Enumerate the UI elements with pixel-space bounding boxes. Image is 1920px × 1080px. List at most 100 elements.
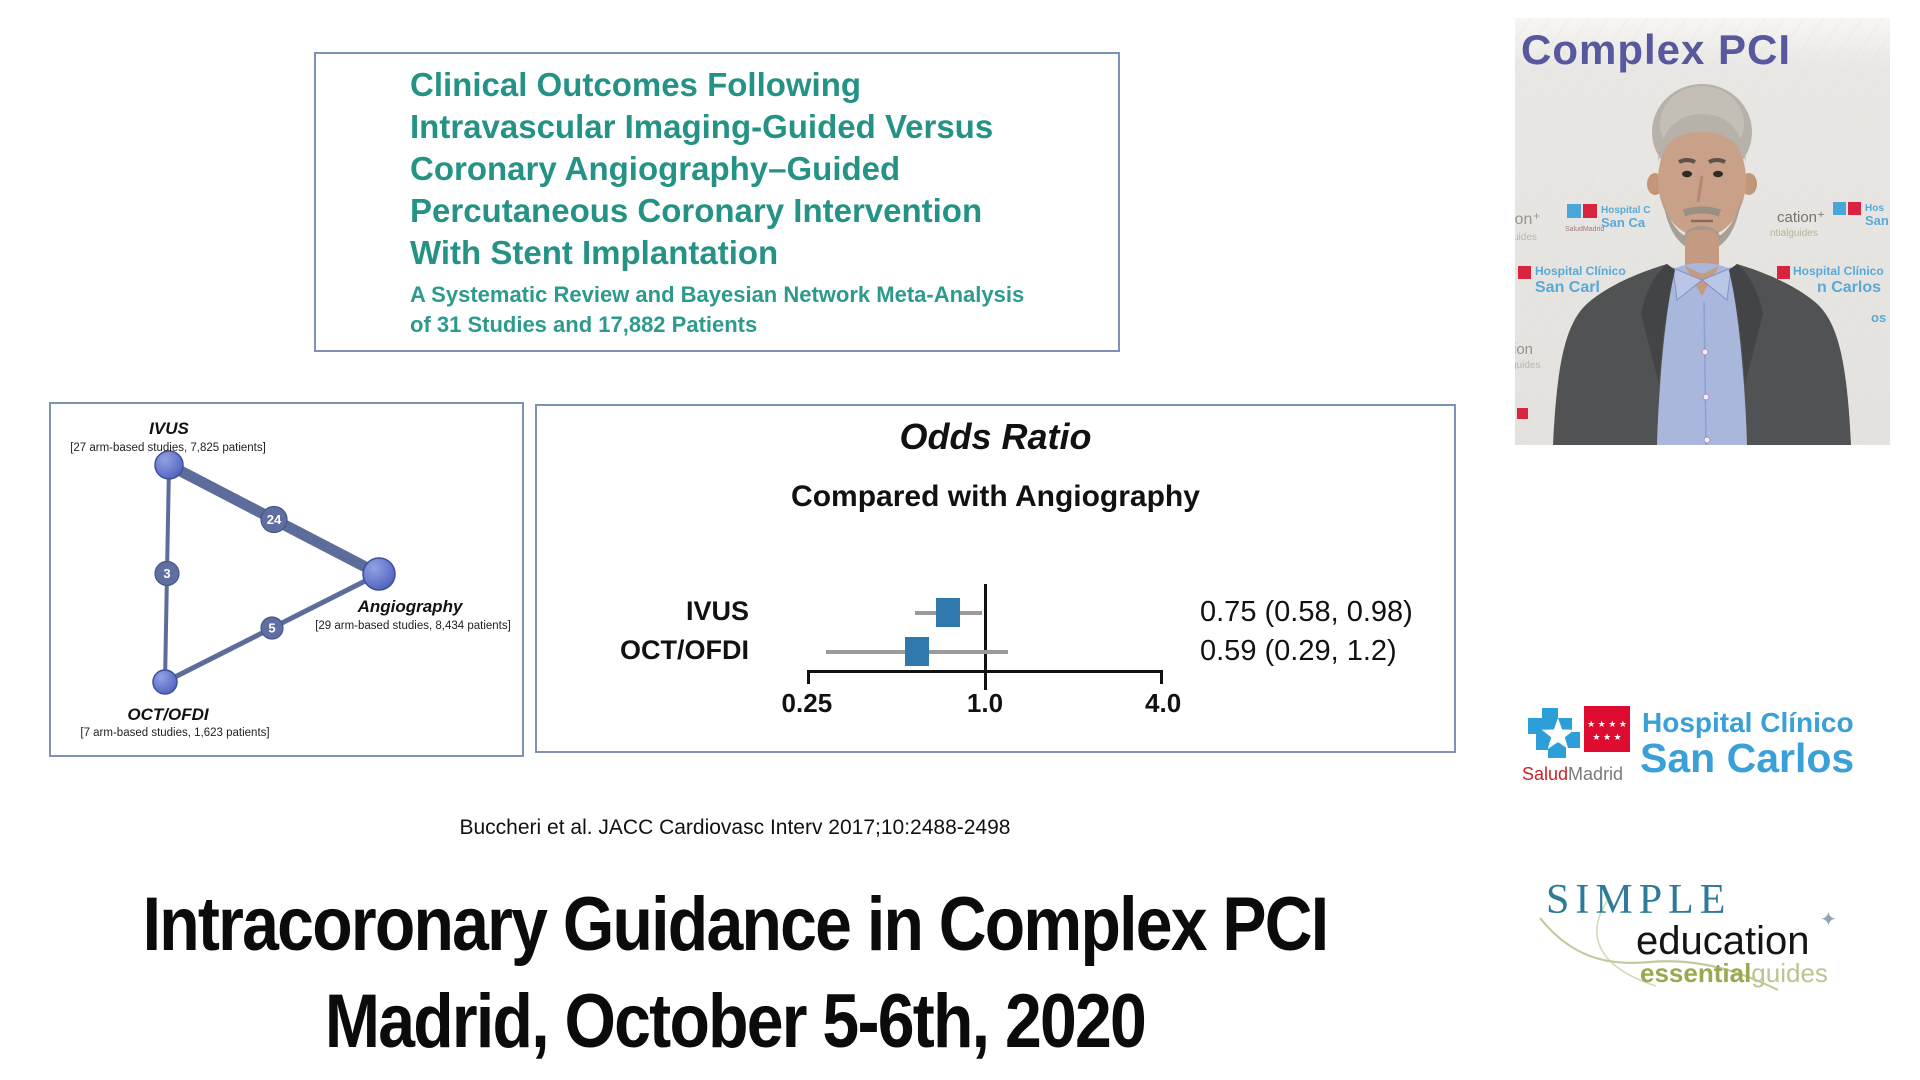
- speaker-brow-right: [1708, 158, 1726, 164]
- article-subtitle-line: A Systematic Review and Bayesian Network…: [410, 282, 1025, 307]
- backdrop-text-fragment: guides: [1515, 360, 1540, 371]
- backdrop-text-fragment: SaludMadrid: [1565, 226, 1604, 233]
- network-node: [152, 669, 178, 695]
- backdrop-logo-mark: [1567, 204, 1581, 218]
- backdrop-text-fragment: ion: [1515, 341, 1533, 358]
- forest-axis-tick-label: 0.25: [781, 688, 833, 718]
- salud-madrid-wordmark: SaludMadrid: [1522, 764, 1623, 784]
- forest-reference-line: [983, 584, 987, 690]
- speaker-beard: [1662, 194, 1742, 253]
- network-edge-count: 24: [267, 512, 282, 527]
- article-title-line: Clinical Outcomes Following: [410, 66, 862, 103]
- speaker-lapel-left: [1641, 264, 1675, 384]
- madrid-flag-stars-row1: ★ ★ ★ ★: [1587, 719, 1627, 729]
- backdrop-logo-mark: [1583, 204, 1597, 218]
- sparkle-icon: ✦: [1820, 909, 1837, 931]
- simple-education-logo: SIMPLE education ✦ essentialguides: [1538, 866, 1858, 1011]
- speaker-shirt-button2: [1702, 393, 1710, 401]
- backdrop-text-fragment: San: [1865, 213, 1889, 228]
- backdrop-logo-mark: [1777, 266, 1790, 279]
- backdrop-text-fragment: Hospital Clínico: [1793, 264, 1884, 278]
- forest-row-value: 0.59 (0.29, 1.2): [1200, 635, 1397, 667]
- speaker-shirt: [1657, 263, 1747, 445]
- speaker-eye-left: [1682, 170, 1692, 178]
- salud-word: Salud: [1522, 764, 1568, 784]
- speaker-shirt-button1: [1701, 348, 1709, 356]
- forest-axis-tick-label: 4.0: [1145, 688, 1182, 718]
- hospital-name-line1: Hospital Clínico: [1642, 707, 1854, 738]
- madrid-word: Madrid: [1568, 764, 1623, 784]
- backdrop-logo-mark: [1518, 266, 1531, 279]
- article-title-line: Intravascular Imaging-Guided Versus: [410, 108, 994, 145]
- logo-swoosh: [1539, 917, 1779, 991]
- event-title: Intracoronary Guidance in Complex PCI Ma…: [0, 876, 1470, 1070]
- speaker-eye-right: [1713, 170, 1723, 178]
- event-title-line2: Madrid, October 5-6th, 2020: [324, 979, 1147, 1064]
- hospital-name-line2: San Carlos: [1640, 735, 1854, 781]
- forest-plot-subtitle: Compared with Angiography: [791, 480, 1200, 513]
- network-svg: 24 3 5 IVUS [27 arm-based studies, 7,825 pat…: [70, 419, 511, 739]
- forest-axis-tick-label: 1.0: [966, 688, 1004, 718]
- network-node-caption: [29 arm-based studies, 8,434 patients]: [315, 620, 511, 632]
- backdrop-text-fragment: uides: [1515, 232, 1537, 243]
- salud-madrid-icon: [1528, 708, 1580, 758]
- speaker-neck: [1685, 230, 1719, 274]
- article-title: Clinical Outcomes Following Intravascular…: [410, 64, 993, 274]
- speaker-lapel-right: [1729, 264, 1763, 384]
- speaker-mustache: [1682, 206, 1722, 217]
- backdrop-title: Complex PCI: [1521, 26, 1791, 73]
- forest-axis-line: [806, 670, 1164, 673]
- backdrop-text-fragment: Hos: [1865, 203, 1884, 214]
- madrid-flag: ★ ★ ★ ★ ★ ★ ★: [1584, 706, 1630, 752]
- network-edge-count: 3: [163, 566, 170, 581]
- article-subtitle-line: of 31 Studies and 17,882 Patients: [410, 312, 758, 337]
- article-title-line: Coronary Angiography–Guided: [410, 150, 901, 187]
- forest-axis-end-tick: [1160, 670, 1164, 684]
- backdrop-logo-mark: [1517, 408, 1528, 419]
- forest-plot-area: 0.25 1.0 4.0 IVUS 0.75 (0.58, 0.98) OCT/OFDI 0…: [537, 406, 1454, 751]
- speaker-fringe: [1658, 114, 1746, 162]
- speaker-shirt-placket: [1703, 301, 1707, 446]
- speaker-portrait: [1553, 84, 1851, 446]
- salud-star: [1541, 718, 1575, 749]
- backdrop-logo-mark: [1848, 202, 1861, 215]
- network-diagram-panel: 24 3 5 IVUS [27 arm-based studies, 7,825 pat…: [49, 402, 524, 757]
- network-edge-count-badge: [260, 616, 284, 640]
- backdrop-text-fragment: Hospital Clínico: [1535, 264, 1626, 278]
- speaker-open-collar: [1685, 266, 1719, 296]
- forest-point-estimate: [905, 637, 930, 666]
- network-node-caption: [7 arm-based studies, 1,623 patients]: [80, 727, 269, 739]
- speaker-collar-right: [1701, 267, 1732, 301]
- network-node-label: OCT/OFDI: [127, 705, 209, 724]
- forest-row-label: OCT/OFDI: [620, 635, 749, 665]
- backdrop-logo-mark: [1833, 202, 1846, 215]
- forest-row-value: 0.75 (0.58, 0.98): [1200, 596, 1413, 628]
- backdrop-text-fragment: cation⁺: [1777, 209, 1825, 226]
- event-title-line1: Intracoronary Guidance in Complex PCI: [142, 882, 1330, 967]
- network-node-label: IVUS: [149, 419, 189, 438]
- network-edge-count-badge: [154, 560, 180, 587]
- forest-plot-title: Odds Ratio: [899, 416, 1092, 457]
- backdrop-text-fragment: os: [1871, 310, 1886, 325]
- education-word: education: [1636, 919, 1809, 963]
- network-edge-count: 5: [268, 621, 275, 636]
- madrid-flag-stars-row2: ★ ★ ★: [1592, 732, 1621, 742]
- article-subtitle: A Systematic Review and Bayesian Network…: [410, 280, 1024, 340]
- guides-word: guides: [1751, 958, 1828, 988]
- network-node-label: Angiography: [357, 597, 464, 616]
- logo-swoosh2: [1596, 899, 1657, 987]
- citation: Buccheri et al. JACC Cardiovasc Interv 2…: [459, 816, 1011, 839]
- backdrop-text-fragment: San Carl: [1535, 279, 1600, 296]
- network-node: [362, 557, 396, 591]
- forest-plot-panel: Odds Ratio Compared with Angiography 0.2…: [535, 404, 1456, 753]
- hospital-logo: ★ ★ ★ ★ ★ ★ ★ SaludMadrid Hospital Clíni…: [1520, 694, 1895, 794]
- essential-word: essential: [1640, 958, 1751, 988]
- article-title-box: Clinical Outcomes Following Intravascular…: [314, 52, 1120, 352]
- forest-axis-end-tick: [806, 670, 810, 684]
- backdrop-text-fragment: Hospital C: [1601, 205, 1650, 216]
- essentialguides-word: essentialguides: [1640, 958, 1828, 988]
- speaker-brow-left: [1678, 158, 1696, 164]
